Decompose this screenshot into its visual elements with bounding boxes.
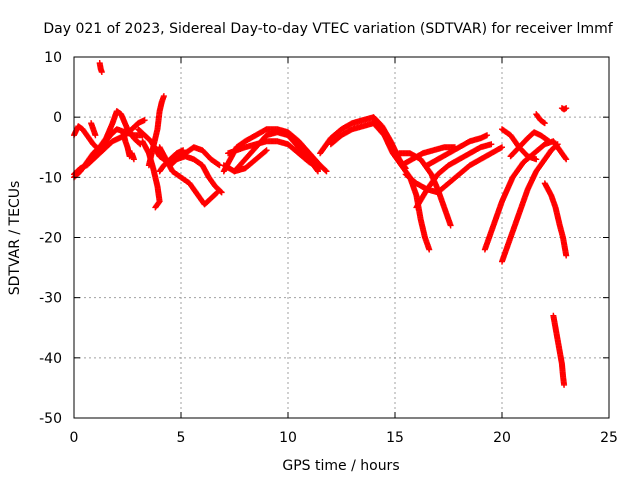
- data-point: [541, 120, 548, 127]
- data-point: [554, 141, 561, 148]
- series-arc-18: [327, 120, 433, 253]
- data-point: [563, 252, 570, 259]
- data-point: [447, 222, 454, 229]
- data-point: [499, 144, 505, 151]
- data-point: [562, 155, 569, 162]
- data-point: [218, 189, 225, 196]
- data-point: [180, 147, 187, 154]
- data-point: [262, 148, 269, 155]
- data-point: [484, 132, 491, 139]
- ticks: 0 5 10 15 20 25 -50 -40 -30 -20 -10 0 10: [39, 50, 618, 446]
- data-point: [563, 105, 570, 112]
- series-arc-30: [550, 312, 568, 388]
- series-arc-29: [541, 180, 570, 259]
- data-point: [141, 117, 148, 124]
- data-point: [130, 156, 137, 163]
- series-arc-12: [156, 147, 187, 175]
- series-arc-02: [71, 123, 146, 154]
- data-point: [314, 168, 321, 175]
- data-point: [322, 167, 329, 174]
- series-arc-07: [88, 120, 99, 139]
- series-arc-19: [398, 144, 458, 169]
- data-point: [553, 142, 560, 149]
- y-tick-label: 10: [44, 50, 62, 66]
- series-arc-28: [533, 111, 548, 127]
- data-point: [263, 147, 270, 154]
- data-layer: [71, 60, 570, 388]
- data-point: [92, 132, 99, 139]
- y-tick-label: -30: [39, 291, 62, 307]
- grid: [74, 57, 609, 418]
- series-arc-03: [71, 117, 148, 178]
- data-point: [213, 190, 220, 197]
- series-arc-23: [424, 132, 491, 169]
- y-tick-label: -10: [39, 170, 62, 186]
- series-arc-14: [225, 138, 324, 172]
- series-arc-22: [402, 144, 505, 196]
- y-tick-label: 0: [53, 110, 62, 126]
- series-arc-06: [96, 60, 105, 76]
- x-tick-label: 20: [493, 430, 511, 446]
- data-point: [153, 203, 160, 210]
- series-arc-31: [558, 105, 570, 113]
- data-point: [488, 141, 495, 148]
- series-arc-25: [499, 141, 561, 265]
- x-axis-title: GPS time / hours: [282, 458, 399, 474]
- data-point: [561, 381, 568, 388]
- data-point: [217, 188, 224, 195]
- x-tick-label: 10: [279, 430, 297, 446]
- data-point: [323, 168, 330, 175]
- x-tick-label: 5: [177, 430, 186, 446]
- y-tick-label: -40: [39, 351, 62, 367]
- series-arc-08: [120, 129, 137, 163]
- series-arc-11: [167, 153, 225, 196]
- y-tick-label: -20: [39, 231, 62, 247]
- data-point: [314, 167, 321, 174]
- x-tick-label: 25: [600, 430, 618, 446]
- data-point: [152, 204, 159, 211]
- data-point: [533, 156, 540, 163]
- series-arc-27: [507, 129, 553, 160]
- series-arc-20: [396, 150, 454, 229]
- data-point: [546, 138, 553, 145]
- data-point: [160, 93, 167, 100]
- x-tick-label: 15: [386, 430, 404, 446]
- data-point: [98, 69, 105, 76]
- y-tick-label: -50: [39, 411, 62, 427]
- x-tick-label: 0: [70, 430, 79, 446]
- data-point: [426, 246, 433, 253]
- series-arc-16: [220, 147, 270, 175]
- data-point: [563, 156, 570, 163]
- y-axis-title: SDTVAR / TECUs: [7, 181, 23, 296]
- chart-title: Day 021 of 2023, Sidereal Day-to-day VTE…: [43, 21, 613, 37]
